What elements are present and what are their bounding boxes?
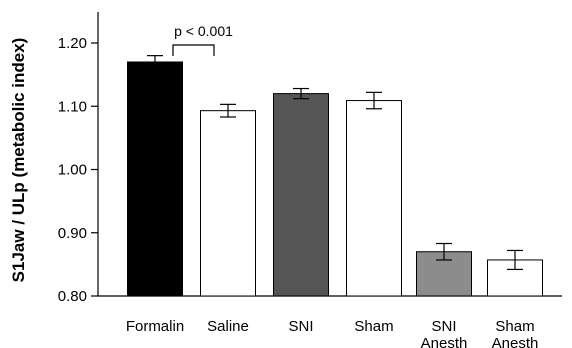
category-label: SNI <box>431 318 456 335</box>
significance-label: p < 0.001 <box>174 23 233 39</box>
category-label: Sham <box>495 318 534 335</box>
y-tick-label: 1.00 <box>58 162 87 179</box>
significance-annotation: p < 0.001 <box>172 23 233 56</box>
y-ticks: 0.80 0.90 1.00 1.10 1.20 <box>58 35 98 305</box>
error-bar <box>507 249 523 271</box>
y-tick-label: 1.20 <box>58 35 87 52</box>
bar <box>127 61 183 297</box>
y-axis-title: S1Jaw / ULp (metabolic index) <box>9 38 28 283</box>
category-label: Formalin <box>126 318 184 335</box>
error-bar <box>293 87 309 100</box>
error-bars <box>147 55 523 271</box>
y-axis-title-group: S1Jaw / ULp (metabolic index) <box>9 38 28 283</box>
bars <box>127 61 543 297</box>
y-tick-label: 0.80 <box>58 288 87 305</box>
error-bar <box>147 55 163 69</box>
bar <box>273 93 329 297</box>
category-label: SNI <box>288 318 313 335</box>
bar <box>200 110 256 297</box>
significance-bracket <box>172 44 215 56</box>
error-bar <box>366 91 382 110</box>
category-label: Sham <box>354 318 393 335</box>
y-tick-label: 1.10 <box>58 98 87 115</box>
category-label: Anesth <box>421 335 468 348</box>
y-tick-label: 0.90 <box>58 225 87 242</box>
error-bar <box>220 103 236 118</box>
category-label: Saline <box>207 318 249 335</box>
category-label: Anesth <box>492 335 539 348</box>
error-bar <box>436 242 452 261</box>
bar <box>346 100 402 297</box>
